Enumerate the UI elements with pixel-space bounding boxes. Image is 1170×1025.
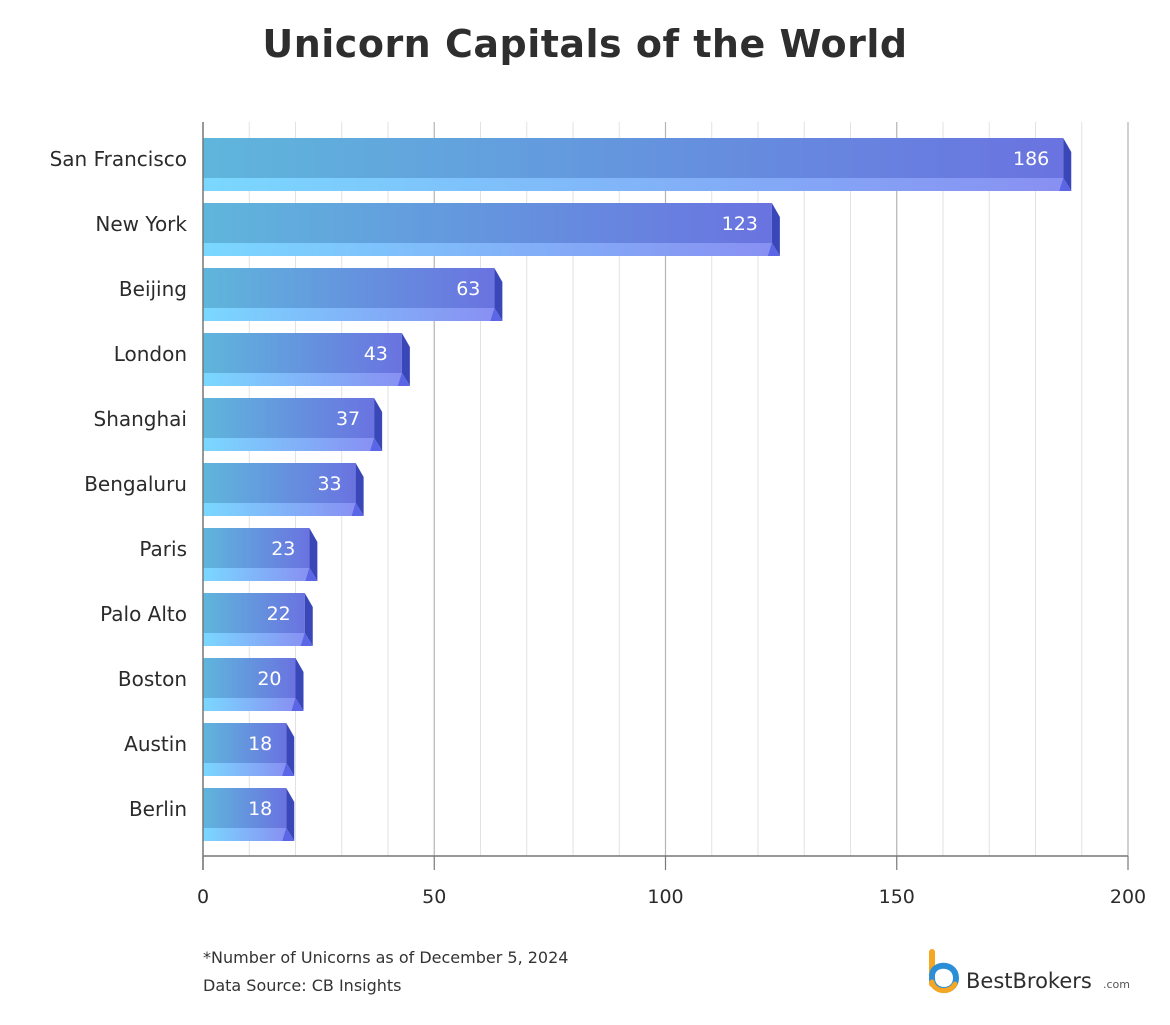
bar-side — [401, 333, 410, 386]
bar-paris: 23 — [203, 528, 318, 581]
bestbrokers-logo-icon — [929, 949, 960, 993]
value-label: 33 — [317, 473, 341, 495]
bar-face — [203, 138, 1064, 178]
bar-side-bottom — [767, 243, 780, 256]
brand-name: BestBrokers — [966, 969, 1092, 993]
bar-side — [286, 788, 295, 841]
bar-face — [203, 723, 287, 763]
category-label: Bengaluru — [84, 472, 187, 496]
category-label: Boston — [118, 667, 187, 691]
bar-face — [203, 658, 296, 698]
category-label: Palo Alto — [100, 602, 187, 626]
bar-highlight — [203, 633, 305, 646]
bar-side-bottom — [282, 828, 295, 841]
chart-title: Unicorn Capitals of the World — [262, 22, 908, 66]
bar-face — [203, 203, 772, 243]
value-label: 23 — [271, 538, 295, 560]
bar-boston: 20 — [203, 658, 304, 711]
value-label: 123 — [722, 213, 758, 235]
bar-side — [374, 398, 383, 451]
bar-side — [494, 268, 503, 321]
x-tick-label: 50 — [422, 886, 446, 908]
category-label: Paris — [139, 537, 187, 561]
bar-bengaluru: 33 — [203, 463, 364, 516]
bar-highlight — [203, 503, 356, 516]
bar-london: 43 — [203, 333, 410, 386]
bar-berlin: 18 — [203, 788, 295, 841]
category-label: Beijing — [119, 277, 187, 301]
value-label: 37 — [336, 408, 360, 430]
bar-highlight — [203, 828, 287, 841]
bar-face — [203, 333, 402, 373]
category-label: Austin — [124, 732, 187, 756]
x-tick-label: 150 — [879, 886, 915, 908]
x-tick-label: 100 — [647, 886, 683, 908]
bar-side — [309, 528, 318, 581]
category-label: London — [114, 342, 187, 366]
bar-side — [771, 203, 780, 256]
bar-highlight — [203, 178, 1064, 191]
bar-highlight — [203, 243, 772, 256]
bar-side-bottom — [1059, 178, 1072, 191]
footnote-count-date: *Number of Unicorns as of December 5, 20… — [203, 948, 569, 967]
x-tick-label: 200 — [1110, 886, 1146, 908]
bar-side — [286, 723, 295, 776]
bar-palo-alto: 22 — [203, 593, 313, 646]
bar-highlight — [203, 308, 495, 321]
brand-suffix: .com — [1103, 978, 1130, 991]
bar-face — [203, 398, 375, 438]
bar-side-bottom — [282, 763, 295, 776]
bar-highlight — [203, 438, 375, 451]
value-label: 20 — [257, 668, 281, 690]
bar-side-bottom — [300, 633, 313, 646]
value-label: 43 — [364, 343, 388, 365]
bar-face — [203, 463, 356, 503]
category-label: New York — [95, 212, 187, 236]
bar-face — [203, 268, 495, 308]
category-label: Shanghai — [94, 407, 188, 431]
value-label: 18 — [248, 798, 272, 820]
bar-highlight — [203, 763, 287, 776]
bar-side — [355, 463, 364, 516]
category-label: Berlin — [129, 797, 187, 821]
footnote-data-source: Data Source: CB Insights — [203, 976, 402, 995]
value-label: 22 — [267, 603, 291, 625]
bar-beijing: 63 — [203, 268, 503, 321]
bar-side-bottom — [490, 308, 503, 321]
value-label: 18 — [248, 733, 272, 755]
bar-side — [304, 593, 313, 646]
bar-side-bottom — [370, 438, 383, 451]
category-label: San Francisco — [50, 147, 187, 171]
bar-side — [295, 658, 304, 711]
bar-highlight — [203, 568, 310, 581]
bar-shanghai: 37 — [203, 398, 383, 451]
bar-san-francisco: 186 — [203, 138, 1072, 191]
x-tick-label: 0 — [197, 886, 209, 908]
bar-face — [203, 528, 310, 568]
bar-highlight — [203, 698, 296, 711]
bar-side-bottom — [305, 568, 318, 581]
bar-side-bottom — [397, 373, 410, 386]
bar-face — [203, 788, 287, 828]
bar-side-bottom — [291, 698, 304, 711]
bar-side — [1063, 138, 1072, 191]
bar-face — [203, 593, 305, 633]
value-label: 186 — [1013, 148, 1049, 170]
bar-highlight — [203, 373, 402, 386]
bar-side-bottom — [351, 503, 364, 516]
value-label: 63 — [456, 278, 480, 300]
bar-new-york: 123 — [203, 203, 780, 256]
bar-austin: 18 — [203, 723, 295, 776]
